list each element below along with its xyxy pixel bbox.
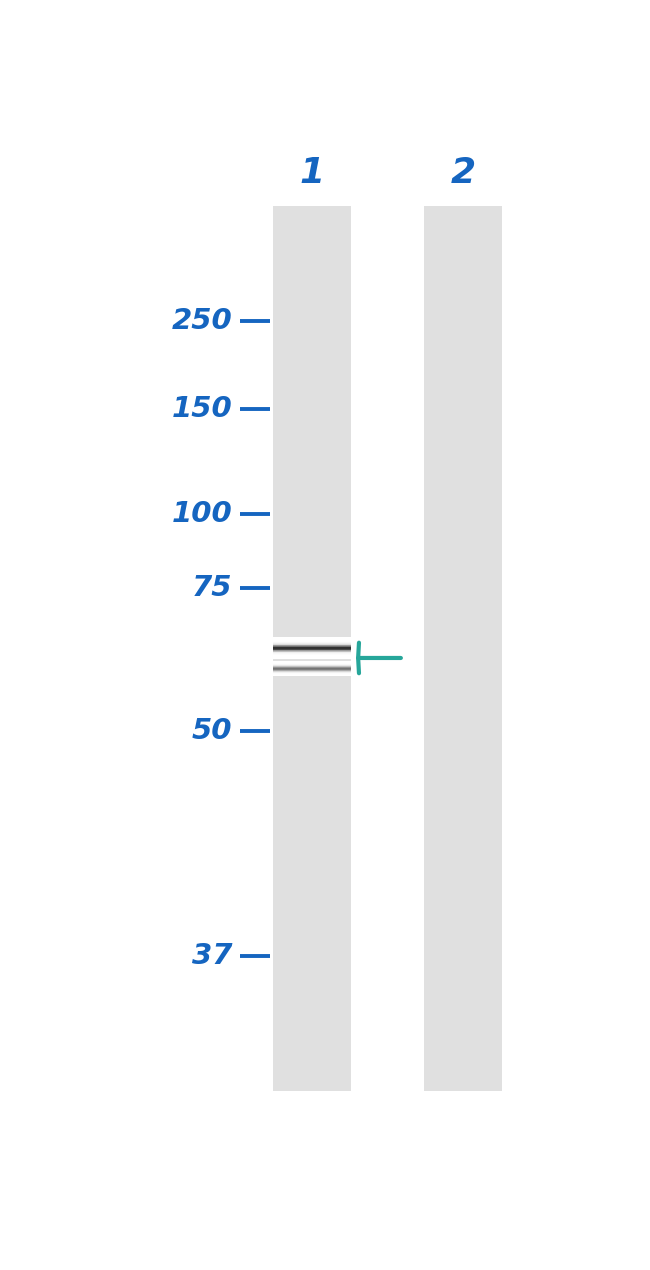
Text: 100: 100 <box>172 500 233 528</box>
Bar <box>273 206 351 1091</box>
Text: 150: 150 <box>172 395 233 423</box>
Text: 50: 50 <box>192 718 233 745</box>
Text: 2: 2 <box>450 155 475 189</box>
Text: 37: 37 <box>192 942 233 970</box>
Text: 1: 1 <box>299 155 324 189</box>
Text: 250: 250 <box>172 306 233 334</box>
Text: 75: 75 <box>192 574 233 602</box>
Bar <box>424 206 502 1091</box>
